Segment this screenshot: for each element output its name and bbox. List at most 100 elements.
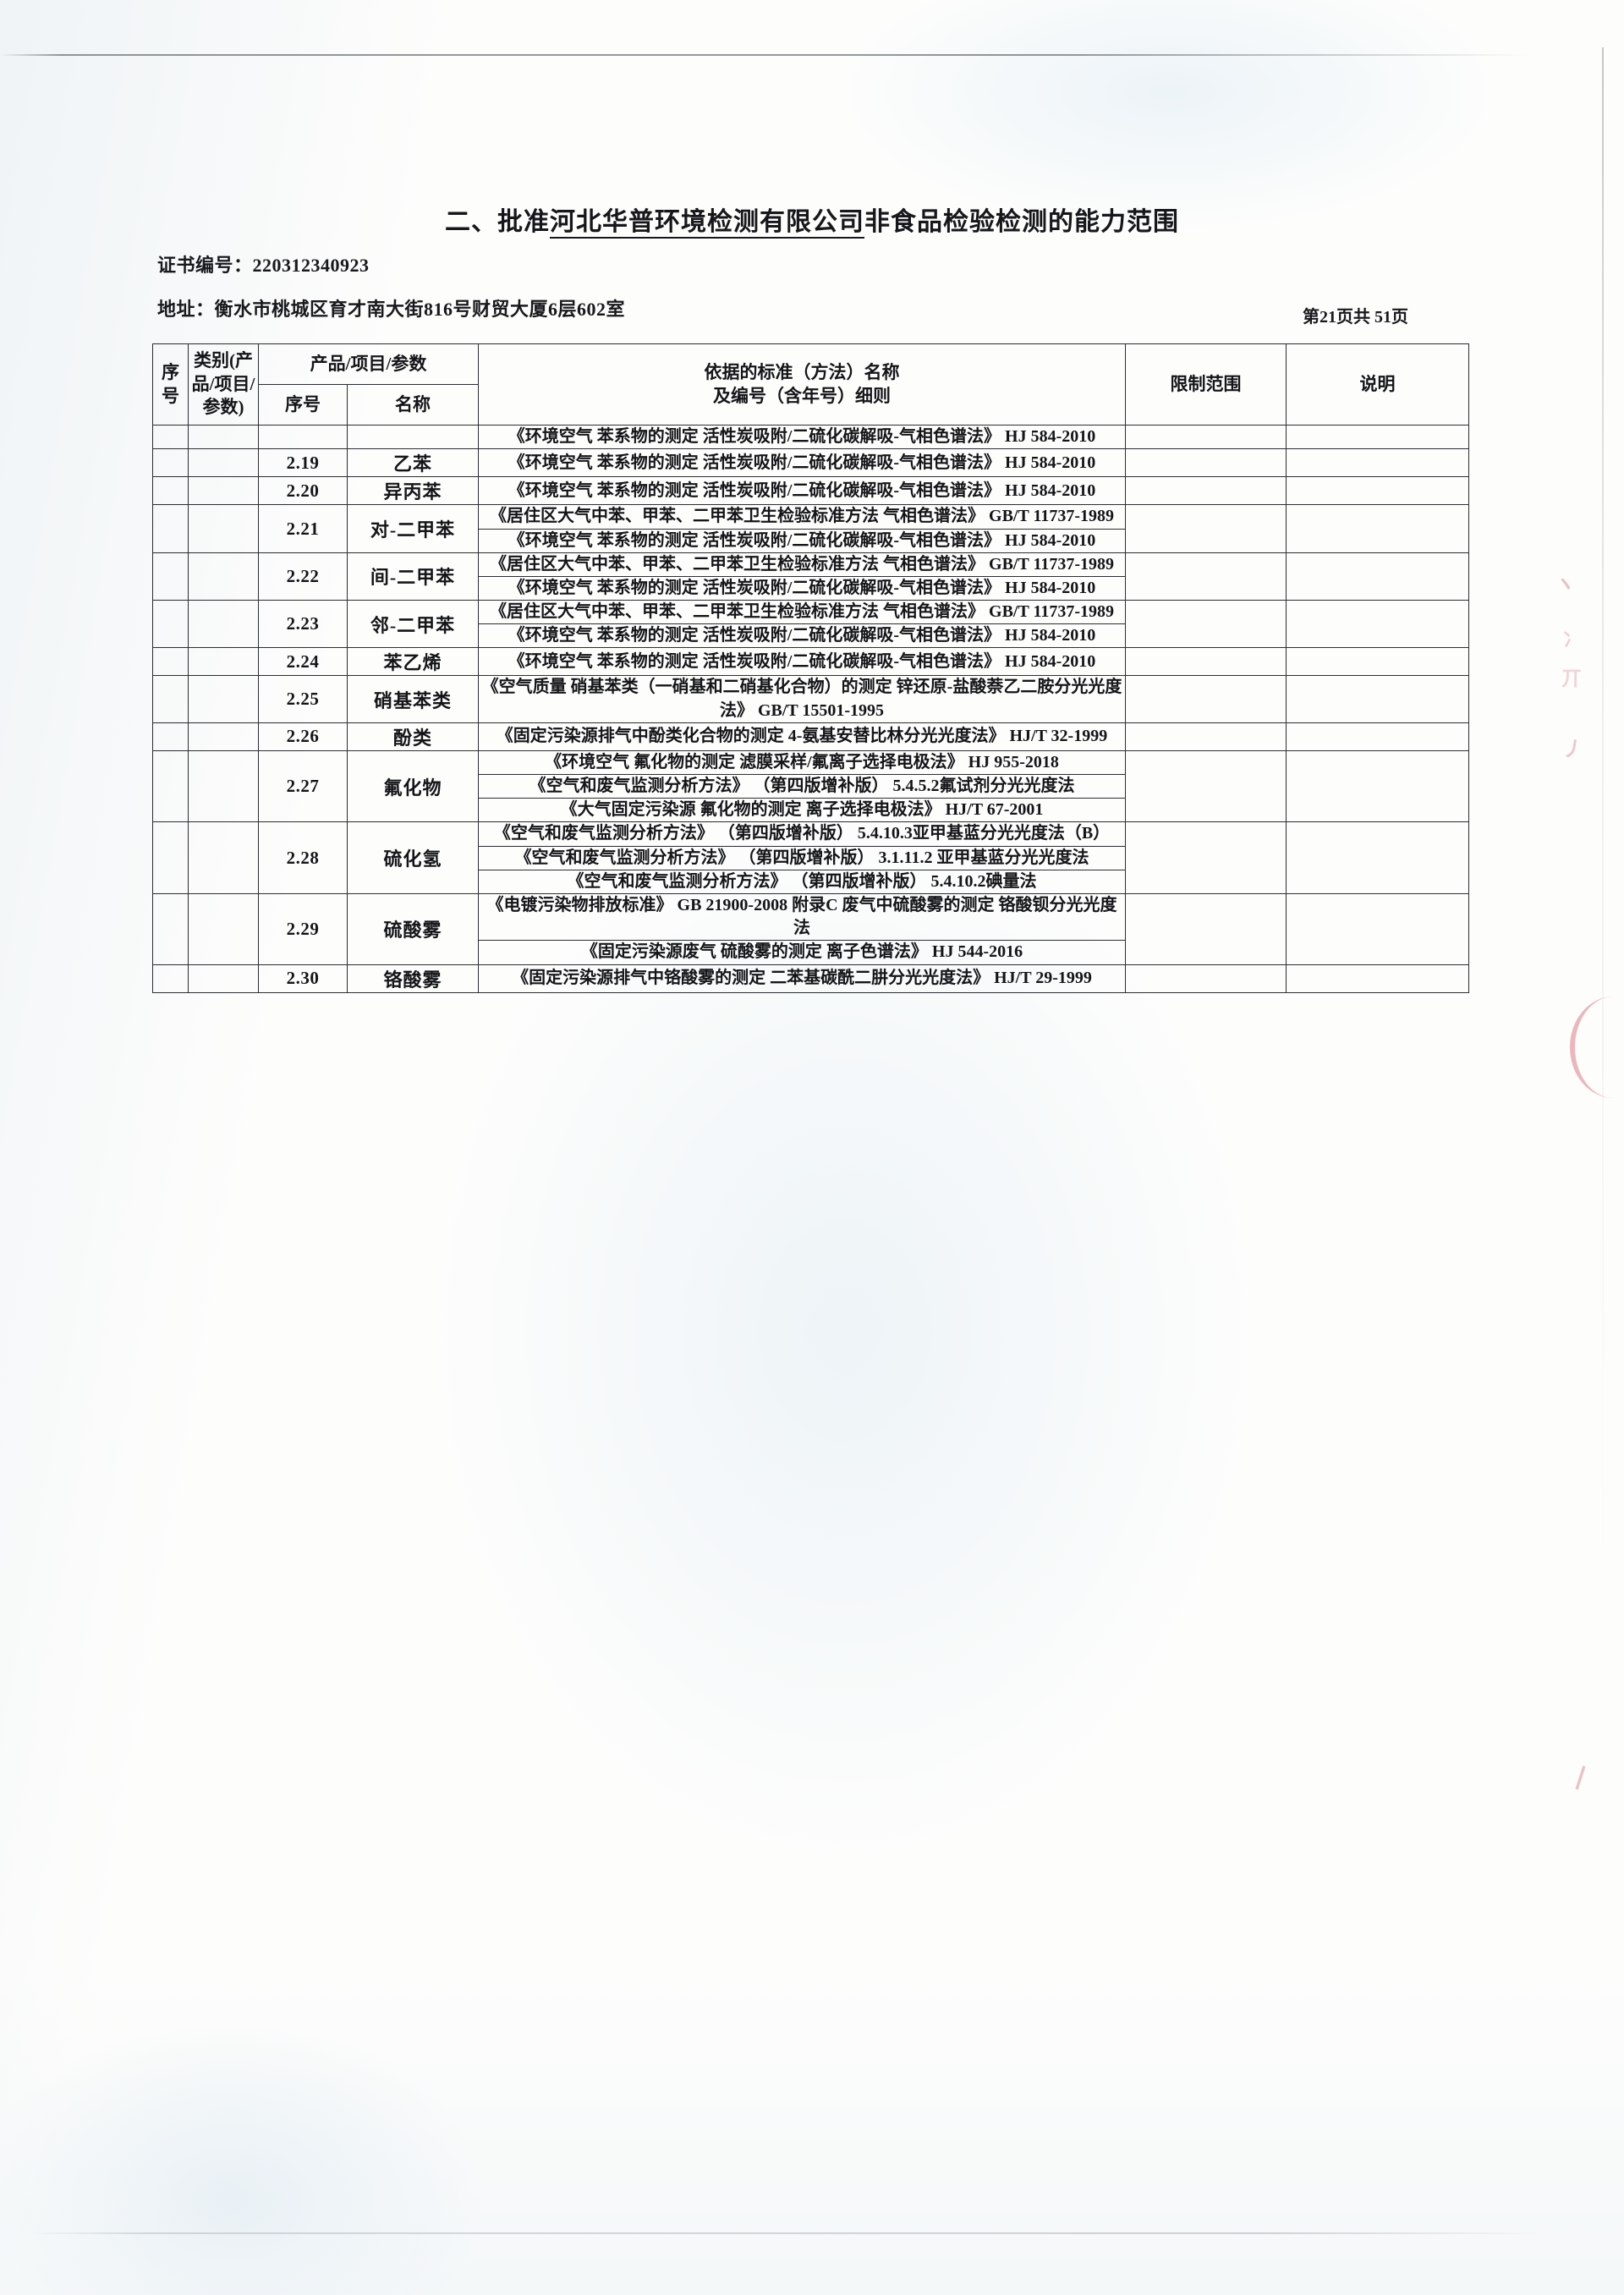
header-product-seq: 序号 xyxy=(258,384,348,426)
cell-seq xyxy=(152,722,189,751)
scan-edge-top xyxy=(0,54,1529,56)
header-product-name: 名称 xyxy=(346,384,480,426)
cell-standard: 《空气质量 硝基苯类（一硝基和二硝基化合物）的测定 锌还原-盐酸萘乙二胺分光光度… xyxy=(478,675,1127,723)
certificate-number-label: 证书编号： xyxy=(157,255,253,276)
cell-limit-range xyxy=(1125,448,1287,478)
cell-note xyxy=(1286,821,1470,894)
cell-standard: 《居住区大气中苯、甲苯、二甲苯卫生检验标准方法 气相色谱法》 GB/T 1173… xyxy=(478,600,1127,625)
cell-limit-range xyxy=(1125,552,1287,601)
cell-product-name: 间-二甲苯 xyxy=(346,552,480,601)
cell-note xyxy=(1286,476,1470,506)
header-product-group: 产品/项目/参数 xyxy=(257,343,480,386)
cell-seq xyxy=(152,425,189,450)
table-row: 2.30 铬酸雾 《固定污染源排气中铬酸雾的测定 二苯基碳酰二肼分光光度法》 HJ/… xyxy=(152,964,1470,993)
cell-category xyxy=(188,722,259,751)
red-seal-fragment-icon: 丌 xyxy=(1561,666,1582,690)
cell-product-name: 氟化物 xyxy=(346,749,480,823)
table-header-row-1: 序号 类别(产品/项目/参数) 产品/项目/参数 依据的标准（方法）名称 及编号… xyxy=(152,343,1470,426)
cell-product-seq: 2.20 xyxy=(258,476,348,506)
cell-standard: 《环境空气 苯系物的测定 活性炭吸附/二硫化碳解吸-气相色谱法》 HJ 584-… xyxy=(478,425,1127,450)
page-title-company: 河北华普环境检测有限公司 xyxy=(550,208,864,239)
table-row: 《空气和废气监测分析方法》 （第四版增补版） 5.4.5.2氟试剂分光光度法 xyxy=(153,774,1469,799)
cell-product-seq: 2.28 xyxy=(258,821,348,894)
cell-standard: 《电镀污染物排放标准》 GB 21900-2008 附录C 废气中硫酸雾的测定 … xyxy=(478,892,1127,942)
red-seal-fragment-icon: 丶 xyxy=(1551,571,1579,601)
address-value: 衡水市桃城区育才南大街816号财贸大厦6层602室 xyxy=(214,299,626,320)
cell-product-name xyxy=(346,425,480,450)
cell-note xyxy=(1286,964,1470,993)
page-title-prefix: 二、批准 xyxy=(445,208,550,236)
table-body: 《环境空气 苯系物的测定 活性炭吸附/二硫化碳解吸-气相色谱法》 HJ 584-… xyxy=(152,425,1470,993)
cell-limit-range xyxy=(1125,504,1287,553)
cell-category xyxy=(188,675,259,723)
table-row: 2.19 乙苯 《环境空气 苯系物的测定 活性炭吸附/二硫化碳解吸-气相色谱法》 H… xyxy=(152,448,1470,478)
cell-note xyxy=(1286,600,1470,649)
cell-limit-range xyxy=(1125,964,1287,993)
cell-standard: 《空气和废气监测分析方法》 （第四版增补版） 5.4.5.2氟试剂分光光度法 xyxy=(478,774,1127,799)
certificate-number-line: 证书编号：220312340923 xyxy=(157,250,370,277)
header-standard-line2: 及编号（含年号）细则 xyxy=(713,385,892,406)
cell-seq xyxy=(152,647,189,677)
cell-category xyxy=(188,821,259,894)
cell-category xyxy=(188,647,259,677)
cell-standard: 《固定污染源排气中酚类化合物的测定 4-氨基安替比林分光光度法》 HJ/T 32… xyxy=(478,722,1127,751)
cell-product-name: 酚类 xyxy=(346,722,480,751)
table-row: 《固定污染源废气 硫酸雾的测定 离子色谱法》 HJ 544-2016 xyxy=(153,940,1469,965)
cell-category xyxy=(188,600,259,649)
cell-standard: 《环境空气 苯系物的测定 活性炭吸附/二硫化碳解吸-气相色谱法》 HJ 584-… xyxy=(478,476,1127,506)
cell-limit-range xyxy=(1125,722,1287,751)
cell-seq xyxy=(152,675,189,723)
cell-product-name: 邻-二甲苯 xyxy=(346,600,480,649)
table-row: 2.29 硫酸雾 《电镀污染物排放标准》 GB 21900-2008 附录C 废气中… xyxy=(152,892,1470,965)
cell-product-seq xyxy=(258,425,348,450)
table-row: 2.23 邻-二甲苯 《居住区大气中苯、甲苯、二甲苯卫生检验标准方法 气相色谱法》 … xyxy=(152,600,1470,649)
cell-limit-range xyxy=(1125,476,1287,506)
page-indicator: 第21页共 51页 xyxy=(1303,308,1408,327)
cell-limit-range xyxy=(1125,425,1287,450)
cell-category xyxy=(188,448,259,478)
cell-standard: 《环境空气 苯系物的测定 活性炭吸附/二硫化碳解吸-气相色谱法》 HJ 584-… xyxy=(478,575,1127,601)
cell-note xyxy=(1286,647,1470,677)
cell-seq xyxy=(152,552,189,601)
header-standard-line1: 依据的标准（方法）名称 xyxy=(704,361,900,382)
cell-product-name: 硫酸雾 xyxy=(346,892,480,965)
cell-note xyxy=(1286,425,1470,450)
cell-product-name: 硝基苯类 xyxy=(346,675,480,723)
cell-standard: 《空气和废气监测分析方法》 （第四版增补版） 5.4.10.3亚甲基蓝分光光度法… xyxy=(478,821,1127,847)
cell-standard: 《环境空气 苯系物的测定 活性炭吸附/二硫化碳解吸-气相色谱法》 HJ 584-… xyxy=(478,647,1127,677)
table-row: 《空气和废气监测分析方法》 （第四版增补版） 5.4.10.2碘量法 xyxy=(153,869,1469,894)
cell-seq xyxy=(152,600,189,649)
cell-seq xyxy=(152,476,189,506)
cell-product-name: 苯乙烯 xyxy=(346,647,480,677)
table-header-row-2: 序号 名称 xyxy=(153,384,1469,426)
table-row: 2.27 氟化物 《环境空气 氟化物的测定 滤膜采样/氟离子选择电极法》 HJ 95… xyxy=(152,749,1470,823)
cell-standard: 《居住区大气中苯、甲苯、二甲苯卫生检验标准方法 气相色谱法》 GB/T 1173… xyxy=(478,504,1127,530)
table-row: 2.24 苯乙烯 《环境空气 苯系物的测定 活性炭吸附/二硫化碳解吸-气相色谱法》 … xyxy=(152,647,1470,677)
capability-scope-table: 序号 类别(产品/项目/参数) 产品/项目/参数 依据的标准（方法）名称 及编号… xyxy=(152,343,1470,993)
header-seq: 序号 xyxy=(152,343,189,426)
cell-seq xyxy=(152,448,189,478)
certificate-number-value: 220312340923 xyxy=(252,255,370,276)
cell-product-seq: 2.30 xyxy=(258,964,348,993)
cell-product-name: 异丙苯 xyxy=(346,476,480,506)
scan-edge-right xyxy=(1602,47,1604,2230)
cell-category xyxy=(188,504,259,553)
cell-category xyxy=(188,892,259,965)
red-seal-arc-icon xyxy=(1570,997,1622,1098)
cell-standard: 《空气和废气监测分析方法》 （第四版增补版） 5.4.10.2碘量法 xyxy=(478,869,1127,894)
cell-note xyxy=(1286,892,1470,965)
table-row: 《环境空气 苯系物的测定 活性炭吸附/二硫化碳解吸-气相色谱法》 HJ 584-… xyxy=(153,528,1469,553)
address-label: 地址： xyxy=(157,299,215,320)
header-note: 说明 xyxy=(1286,343,1470,426)
cell-product-seq: 2.26 xyxy=(258,722,348,751)
cell-category xyxy=(188,425,259,450)
table-row: 《环境空气 苯系物的测定 活性炭吸附/二硫化碳解吸-气相色谱法》 HJ 584-… xyxy=(153,575,1469,601)
cell-category xyxy=(188,552,259,601)
table-row: 2.26 酚类 《固定污染源排气中酚类化合物的测定 4-氨基安替比林分光光度法》 H… xyxy=(152,722,1470,751)
cell-standard: 《环境空气 苯系物的测定 活性炭吸附/二硫化碳解吸-气相色谱法》 HJ 584-… xyxy=(478,448,1127,478)
red-seal-fragment-icon: 丨 xyxy=(1563,1761,1597,1798)
table-row: 2.20 异丙苯 《环境空气 苯系物的测定 活性炭吸附/二硫化碳解吸-气相色谱法》 … xyxy=(152,476,1470,506)
table-row: 《环境空气 苯系物的测定 活性炭吸附/二硫化碳解吸-气相色谱法》 HJ 584-… xyxy=(153,623,1469,649)
cell-product-seq: 2.27 xyxy=(258,749,348,823)
